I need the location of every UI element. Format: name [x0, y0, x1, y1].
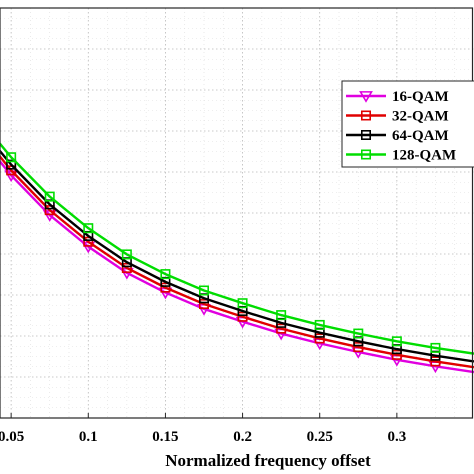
x-tick-label: 0.1: [79, 429, 98, 445]
series-line: [0, 149, 474, 363]
data-point: [237, 298, 248, 309]
x-ticks: 0.05 0.1 0.15 0.2 0.25 0.3: [0, 413, 406, 445]
legend-item: 128-QAM: [346, 148, 456, 164]
data-point: [391, 349, 402, 360]
data-point: [314, 333, 325, 344]
data-point: [121, 249, 132, 260]
legend-swatch-marker: [360, 149, 371, 160]
data-point: [276, 310, 287, 321]
data-point: [237, 311, 248, 322]
series-lines: [0, 141, 474, 374]
data-point: [276, 323, 287, 334]
x-axis-title: Normalized frequency offset: [165, 451, 371, 470]
legend-label: 16-QAM: [392, 89, 449, 105]
x-tick-label: 0.15: [152, 429, 178, 445]
data-point: [430, 342, 441, 353]
legend-swatch-marker: [360, 130, 371, 141]
legend-item: 32-QAM: [346, 109, 449, 125]
plot-frame: [0, 7, 474, 419]
legend-label: 128-QAM: [392, 148, 456, 164]
data-point: [160, 269, 171, 280]
data-point: [199, 285, 210, 296]
legend: 16-QAM 32-QAM 64-QAM 128-QAM: [341, 80, 474, 168]
data-point: [353, 328, 364, 339]
legend-item: 64-QAM: [346, 128, 449, 144]
data-point: [430, 356, 441, 367]
data-point: [83, 223, 94, 234]
x-tick-label: 0.2: [233, 429, 252, 445]
data-point: [199, 299, 210, 310]
data-point: [314, 319, 325, 330]
x-tick-label: 0.25: [307, 429, 333, 445]
data-point: [391, 336, 402, 347]
data-point: [44, 191, 55, 202]
data-point: [121, 262, 132, 273]
legend-swatch-marker: [360, 110, 371, 121]
series-128-qam: [0, 141, 474, 355]
series-line: [0, 154, 474, 369]
data-point: [83, 236, 94, 247]
legend-item: 16-QAM: [346, 89, 449, 105]
data-point: [6, 159, 17, 170]
data-point: [160, 282, 171, 293]
x-tick-label: 0.05: [0, 429, 24, 445]
grid: [0, 8, 474, 418]
series-line: [0, 141, 474, 355]
data-point: [353, 342, 364, 353]
legend-swatch-marker: [359, 91, 373, 103]
data-point: [6, 152, 17, 163]
legend-label: 32-QAM: [392, 109, 449, 125]
legend-label: 64-QAM: [392, 128, 449, 144]
x-tick-label: 0.3: [387, 429, 406, 445]
